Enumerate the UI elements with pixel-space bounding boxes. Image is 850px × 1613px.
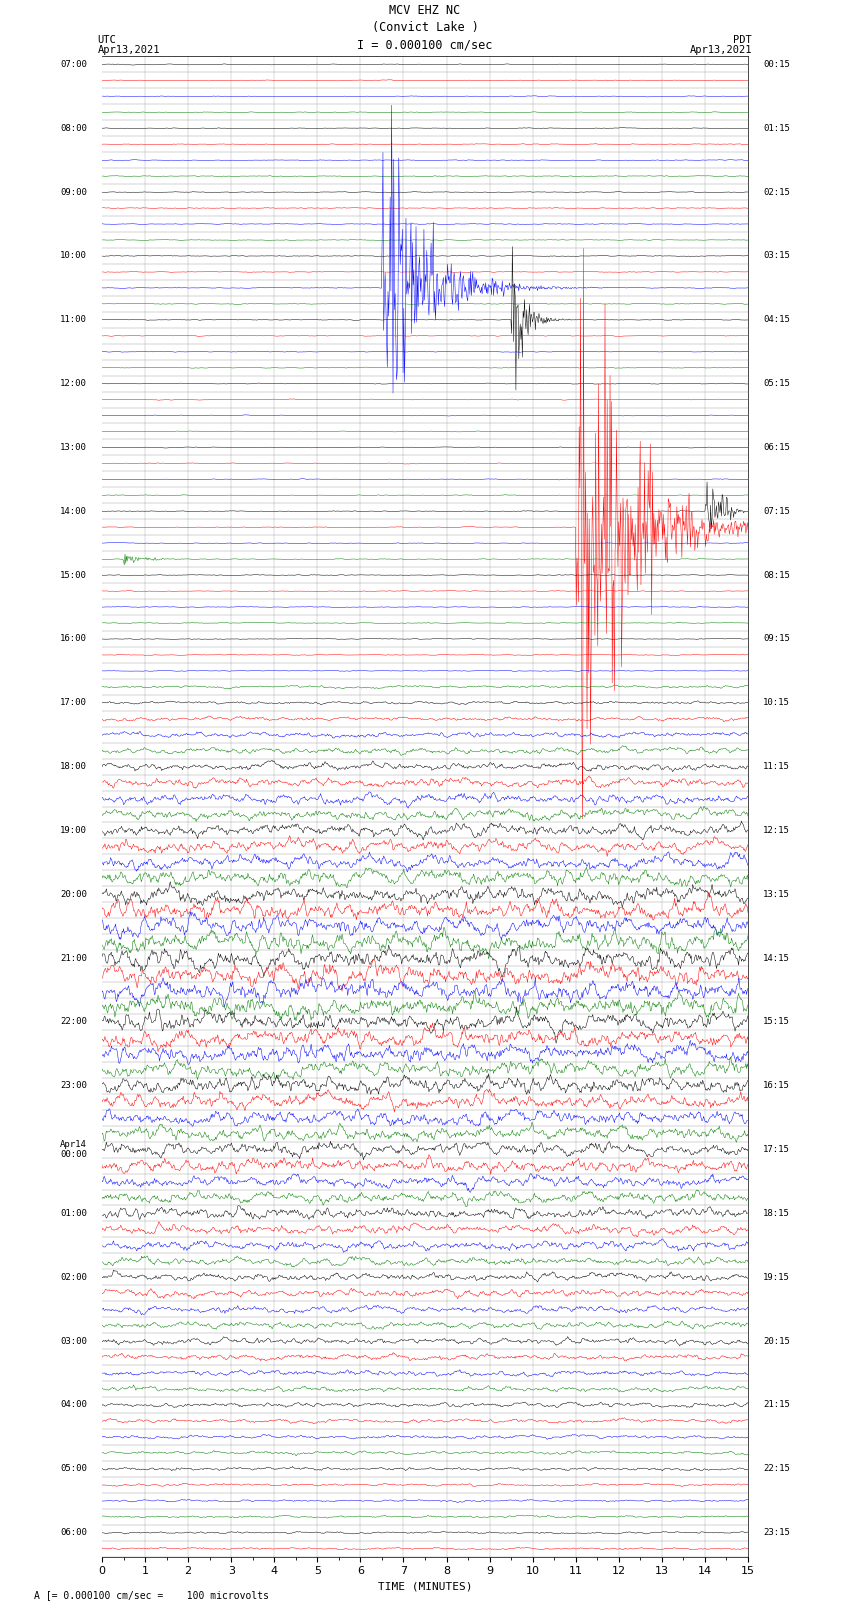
Text: PDT: PDT	[734, 35, 752, 45]
Text: 13:15: 13:15	[763, 890, 790, 898]
Text: 23:00: 23:00	[60, 1081, 87, 1090]
Text: 02:15: 02:15	[763, 187, 790, 197]
Text: 09:15: 09:15	[763, 634, 790, 644]
Text: 04:15: 04:15	[763, 315, 790, 324]
Text: 20:00: 20:00	[60, 890, 87, 898]
Text: 19:00: 19:00	[60, 826, 87, 836]
Text: 21:15: 21:15	[763, 1400, 790, 1410]
Text: 18:15: 18:15	[763, 1208, 790, 1218]
Text: 10:00: 10:00	[60, 252, 87, 260]
Text: 11:15: 11:15	[763, 761, 790, 771]
Text: 07:15: 07:15	[763, 506, 790, 516]
Text: 03:00: 03:00	[60, 1337, 87, 1345]
Text: 14:15: 14:15	[763, 953, 790, 963]
Text: 21:00: 21:00	[60, 953, 87, 963]
Text: Apr13,2021: Apr13,2021	[689, 45, 752, 55]
Text: 15:15: 15:15	[763, 1018, 790, 1026]
Text: A [= 0.000100 cm/sec =    100 microvolts: A [= 0.000100 cm/sec = 100 microvolts	[34, 1590, 269, 1600]
Text: 08:00: 08:00	[60, 124, 87, 132]
Text: 09:00: 09:00	[60, 187, 87, 197]
Text: 00:15: 00:15	[763, 60, 790, 69]
Text: 02:00: 02:00	[60, 1273, 87, 1282]
Text: 13:00: 13:00	[60, 444, 87, 452]
Text: 06:00: 06:00	[60, 1528, 87, 1537]
Text: 22:00: 22:00	[60, 1018, 87, 1026]
Text: 03:15: 03:15	[763, 252, 790, 260]
Text: 04:00: 04:00	[60, 1400, 87, 1410]
Text: 19:15: 19:15	[763, 1273, 790, 1282]
Text: 16:15: 16:15	[763, 1081, 790, 1090]
Text: 17:15: 17:15	[763, 1145, 790, 1155]
Text: 05:15: 05:15	[763, 379, 790, 389]
Text: 06:15: 06:15	[763, 444, 790, 452]
Text: UTC: UTC	[98, 35, 116, 45]
Text: 16:00: 16:00	[60, 634, 87, 644]
Text: 10:15: 10:15	[763, 698, 790, 706]
Text: 14:00: 14:00	[60, 506, 87, 516]
Text: 11:00: 11:00	[60, 315, 87, 324]
Text: Apr13,2021: Apr13,2021	[98, 45, 161, 55]
Text: 17:00: 17:00	[60, 698, 87, 706]
Text: 05:00: 05:00	[60, 1465, 87, 1473]
Text: 18:00: 18:00	[60, 761, 87, 771]
Text: 22:15: 22:15	[763, 1465, 790, 1473]
Title: MCV EHZ NC
(Convict Lake )
I = 0.000100 cm/sec: MCV EHZ NC (Convict Lake ) I = 0.000100 …	[357, 5, 493, 52]
Text: 12:15: 12:15	[763, 826, 790, 836]
Text: 20:15: 20:15	[763, 1337, 790, 1345]
Text: 15:00: 15:00	[60, 571, 87, 579]
Text: 12:00: 12:00	[60, 379, 87, 389]
Text: 01:00: 01:00	[60, 1208, 87, 1218]
Text: 23:15: 23:15	[763, 1528, 790, 1537]
Text: Apr14
00:00: Apr14 00:00	[60, 1140, 87, 1160]
X-axis label: TIME (MINUTES): TIME (MINUTES)	[377, 1582, 473, 1592]
Text: 01:15: 01:15	[763, 124, 790, 132]
Text: 07:00: 07:00	[60, 60, 87, 69]
Text: 08:15: 08:15	[763, 571, 790, 579]
